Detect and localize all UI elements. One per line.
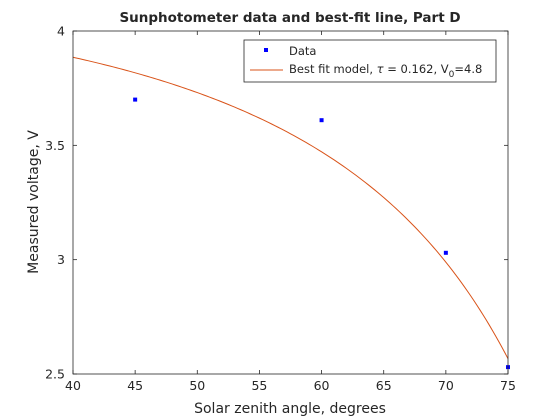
- legend: Data Best fit model, τ = 0.162, V0=4.8: [243, 39, 497, 83]
- x-tick-label-40: 40: [65, 378, 81, 393]
- legend-fit-prefix: Best fit model,: [289, 62, 377, 76]
- data-point-60: [319, 118, 324, 123]
- data-point-45: [133, 97, 138, 102]
- x-tick-label-60: 60: [314, 378, 330, 393]
- legend-fit-suffix: =4.8: [454, 62, 482, 76]
- y-tick-label-4: 4: [57, 24, 65, 39]
- chart-title: Sunphotometer data and best-fit line, Pa…: [119, 10, 460, 26]
- legend-fit-tau: = 0.162, V: [384, 62, 449, 76]
- x-axis-label: Solar zenith angle, degrees: [194, 401, 386, 417]
- legend-tau-symbol: τ: [377, 62, 384, 76]
- legend-data-marker: [264, 48, 268, 52]
- legend-box: [243, 39, 497, 83]
- y-tick-label-3.5: 3.5: [45, 138, 65, 153]
- best-fit-line: [72, 56, 509, 359]
- axis-ticks: 40 45 50 55 60 65 70 75 2.5 3 3.5 4: [45, 24, 516, 394]
- legend-fit-subscript: 0: [449, 70, 455, 80]
- x-tick-label-70: 70: [438, 378, 454, 393]
- x-tick-label-75: 75: [500, 378, 516, 393]
- x-tick-label-45: 45: [127, 378, 143, 393]
- plot-area: [73, 31, 508, 374]
- data-point-70: [443, 250, 448, 255]
- y-axis-label: Measured voltage, V: [26, 130, 42, 274]
- y-tick-label-3: 3: [57, 252, 65, 267]
- x-tick-label-50: 50: [189, 378, 205, 393]
- legend-data-label: Data: [289, 44, 316, 58]
- legend-fit-label: Best fit model, τ = 0.162, V0=4.8: [289, 62, 482, 80]
- x-tick-label-55: 55: [251, 378, 267, 393]
- x-tick-label-65: 65: [376, 378, 392, 393]
- y-tick-label-2.5: 2.5: [45, 367, 65, 382]
- plot-frame: [72, 30, 509, 375]
